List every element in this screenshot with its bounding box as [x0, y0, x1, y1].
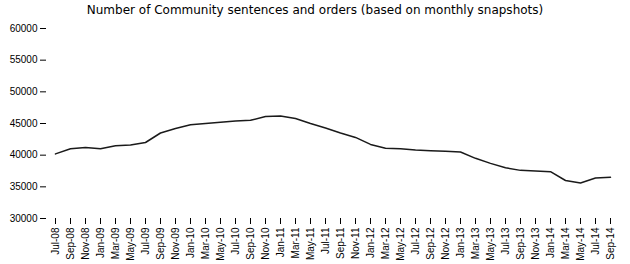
svg-text:Nov-10: Nov-10	[260, 227, 271, 260]
svg-text:May-10: May-10	[215, 227, 226, 261]
svg-text:Jul-10: Jul-10	[230, 227, 241, 255]
svg-text:30000: 30000	[10, 213, 38, 224]
svg-text:Sep-08: Sep-08	[65, 227, 76, 260]
svg-text:Jul-14: Jul-14	[590, 227, 601, 255]
svg-text:Sep-09: Sep-09	[155, 227, 166, 260]
svg-text:60000: 60000	[10, 23, 38, 34]
svg-text:Jan-11: Jan-11	[275, 227, 286, 257]
svg-text:Sep-12: Sep-12	[425, 227, 436, 260]
svg-text:May-12: May-12	[395, 227, 406, 261]
svg-text:45000: 45000	[10, 118, 38, 129]
svg-text:Mar-09: Mar-09	[110, 227, 121, 259]
svg-text:40000: 40000	[10, 149, 38, 160]
svg-text:Jan-14: Jan-14	[545, 227, 556, 258]
svg-text:Jul-09: Jul-09	[140, 227, 151, 255]
svg-text:35000: 35000	[10, 181, 38, 192]
svg-text:Jul-08: Jul-08	[50, 227, 61, 255]
svg-text:May-09: May-09	[125, 227, 136, 261]
svg-text:Jul-12: Jul-12	[410, 227, 421, 255]
svg-text:Nov-09: Nov-09	[170, 227, 181, 260]
svg-text:Mar-10: Mar-10	[200, 227, 211, 259]
svg-text:Sep-14: Sep-14	[605, 227, 616, 260]
svg-text:Jul-13: Jul-13	[500, 227, 511, 255]
svg-text:55000: 55000	[10, 54, 38, 65]
svg-text:Jan-10: Jan-10	[185, 227, 196, 258]
svg-text:Sep-10: Sep-10	[245, 227, 256, 260]
svg-text:Sep-13: Sep-13	[515, 227, 526, 260]
svg-text:Mar-12: Mar-12	[380, 227, 391, 259]
html-text:Number of Community sentences: Number of Community sentences and orders…	[86, 3, 544, 17]
svg-text:Jul-11: Jul-11	[320, 227, 331, 254]
svg-text:Nov-08: Nov-08	[80, 227, 91, 260]
svg-text:Nov-11: Nov-11	[350, 227, 361, 259]
svg-text:Jan-09: Jan-09	[95, 227, 106, 258]
svg-text:Mar-14: Mar-14	[560, 227, 571, 259]
svg-text:Jan-13: Jan-13	[455, 227, 466, 258]
svg-text:May-14: May-14	[575, 227, 586, 261]
svg-text:Sep-11: Sep-11	[335, 227, 346, 259]
svg-text:Mar-11: Mar-11	[290, 227, 301, 258]
svg-text:Nov-13: Nov-13	[530, 227, 541, 260]
svg-text:Nov-12: Nov-12	[440, 227, 451, 260]
svg-text:May-13: May-13	[485, 227, 496, 261]
svg-text:May-11: May-11	[305, 227, 316, 260]
svg-text:50000: 50000	[10, 86, 38, 97]
svg-text:Jan-12: Jan-12	[365, 227, 376, 258]
svg-text:Mar-13: Mar-13	[470, 227, 481, 259]
